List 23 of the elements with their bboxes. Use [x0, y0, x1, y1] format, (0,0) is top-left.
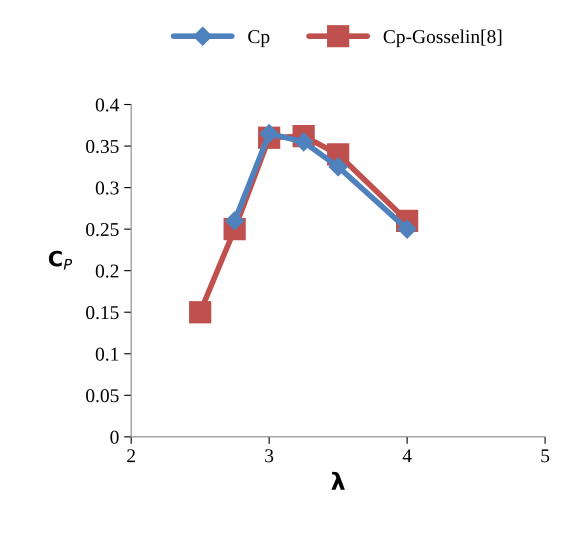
x-tick-label: 5: [541, 449, 550, 462]
y-tick-label: 0.3: [96, 181, 119, 195]
point: [189, 301, 212, 324]
legend-label: Cp: [248, 30, 270, 48]
point: [328, 157, 348, 176]
point: [294, 132, 314, 152]
x-tick-label: 2: [127, 449, 135, 462]
x-tick-label: 4: [402, 449, 412, 462]
x-tick-label: 3: [265, 449, 274, 462]
y-tick-label: 0.05: [86, 389, 119, 402]
legend-label: Cp-Gosselin[8]: [384, 30, 502, 48]
y-axis-title: C$_{P}$: [48, 250, 72, 270]
y-tick-label: 0.25: [86, 222, 119, 236]
point: [398, 220, 417, 239]
point: [260, 124, 279, 144]
point: [225, 211, 244, 230]
y-tick-label: 0.4: [96, 98, 120, 112]
y-tick-label: 0.2: [96, 264, 118, 278]
y-tick-label: 0: [110, 430, 119, 444]
x-axis-title: λ: [331, 472, 345, 490]
y-tick-label: 0.35: [86, 140, 119, 154]
y-tick-label: 0.1: [96, 348, 118, 361]
y-tick-label: 0.15: [86, 306, 119, 320]
